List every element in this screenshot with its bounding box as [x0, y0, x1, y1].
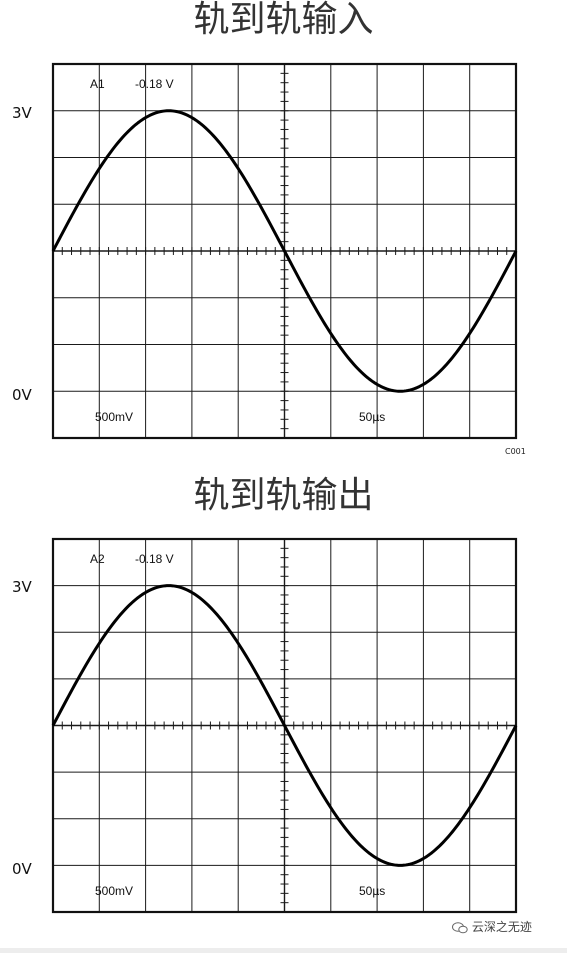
waveform-trace	[51, 584, 518, 867]
offset-label: -0.18 V	[135, 77, 174, 91]
time-per-div-label: 50µs	[359, 410, 385, 424]
time-per-div-label: 50µs	[359, 884, 385, 898]
scope-screen-output: A2 -0.18 V 500mV 50µs	[51, 537, 518, 914]
volts-per-div-label: 500mV	[95, 884, 133, 898]
waveform-trace	[51, 109, 518, 393]
figure-code: C001	[505, 447, 526, 456]
channel-label: A2	[90, 552, 105, 566]
chart-title-output: 轨到轨输出	[193, 475, 374, 516]
bottom-bar	[0, 948, 567, 953]
y-label-0v-output: 0V	[12, 860, 32, 878]
y-label-3v-output: 3V	[12, 578, 32, 596]
scope-screen-input: A1 -0.18 V 500mV 50µs	[51, 62, 518, 440]
y-label-3v: 3V	[12, 104, 32, 122]
offset-label: -0.18 V	[135, 552, 174, 566]
chart-title-input: 轨到轨输入	[193, 0, 374, 40]
channel-label: A1	[90, 77, 105, 91]
volts-per-div-label: 500mV	[95, 410, 133, 424]
wechat-icon	[452, 921, 468, 934]
y-label-0v: 0V	[12, 386, 32, 404]
watermark: 云深之无迹	[452, 918, 532, 935]
watermark-text: 云深之无迹	[471, 920, 532, 934]
